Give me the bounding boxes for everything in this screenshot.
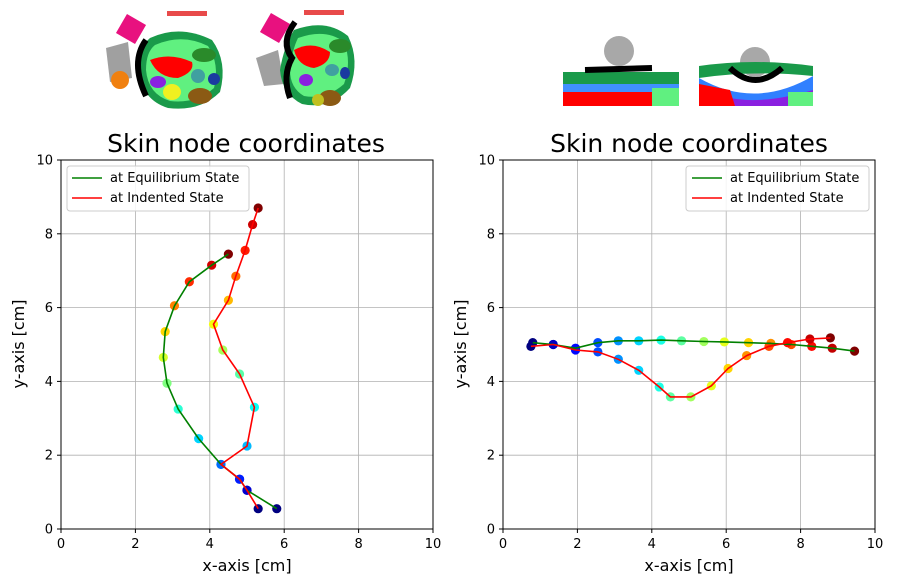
chart-left-title: Skin node coordinates xyxy=(107,129,385,158)
x-tick-label: 2 xyxy=(573,537,581,552)
chart-right-legend: at Equilibrium State at Indented State xyxy=(685,165,870,212)
skin-thumbnail-indented xyxy=(699,47,813,106)
chart-left-xlabel: x-axis [cm] xyxy=(202,556,291,575)
x-tick-label: 0 xyxy=(57,537,65,552)
y-tick-label: 2 xyxy=(45,449,53,464)
chart-right-ticks: 0 2 4 6 8 10 0 2 4 6 8 10 xyxy=(478,154,883,553)
y-tick-label: 10 xyxy=(478,154,495,169)
chart-left-series xyxy=(158,203,282,514)
chart-left: Skin node coordinates 0 2 4 6 8 10 0 2 4 6 8 10 x-a… xyxy=(9,129,441,575)
series-line-indented xyxy=(212,207,259,510)
chart-left-ticks: 0 2 4 6 8 10 0 2 4 6 8 10 xyxy=(36,154,441,553)
y-tick-label: 0 xyxy=(487,523,495,538)
data-point-indented xyxy=(526,341,536,351)
chart-right-frame xyxy=(502,159,876,530)
data-point-equilibrium xyxy=(849,346,860,356)
x-tick-label: 10 xyxy=(425,537,442,552)
legend-label-equilibrium: at Equilibrium State xyxy=(110,171,239,186)
chart-right: Skin node coordinates 0 2 4 6 8 10 0 2 4 6 8 10 x-a… xyxy=(451,129,883,575)
chart-right-grid xyxy=(502,159,876,530)
chart-right-title: Skin node coordinates xyxy=(550,129,828,158)
y-tick-label: 4 xyxy=(45,375,53,390)
chart-left-grid xyxy=(60,159,434,530)
legend-label-indented: at Indented State xyxy=(110,191,224,206)
y-tick-label: 8 xyxy=(45,227,53,242)
y-tick-label: 10 xyxy=(36,154,53,169)
cross-section-thumbnail-indented xyxy=(256,10,355,106)
legend-label-indented: at Indented State xyxy=(730,191,844,206)
chart-right-series xyxy=(526,333,860,402)
chart-right-xlabel: x-axis [cm] xyxy=(644,556,733,575)
cross-section-thumbnail-equilibrium xyxy=(106,11,223,109)
chart-left-legend: at Equilibrium State at Indented State xyxy=(66,165,250,212)
series-line-indented xyxy=(530,337,831,398)
y-tick-label: 8 xyxy=(487,227,495,242)
skin-thumbnail-equilibrium xyxy=(563,36,679,106)
x-tick-label: 8 xyxy=(796,537,804,552)
x-tick-label: 4 xyxy=(206,537,214,552)
y-tick-label: 2 xyxy=(487,449,495,464)
chart-left-ylabel: y-axis [cm] xyxy=(9,300,28,389)
x-tick-label: 2 xyxy=(131,537,139,552)
legend-label-equilibrium: at Equilibrium State xyxy=(730,171,859,186)
chart-right-ylabel: y-axis [cm] xyxy=(451,300,470,389)
legend-box xyxy=(66,165,250,212)
y-tick-label: 4 xyxy=(487,375,495,390)
chart-left-frame xyxy=(60,159,434,530)
legend-box xyxy=(685,165,870,212)
x-tick-label: 8 xyxy=(354,537,362,552)
series-line-equilibrium xyxy=(532,339,855,352)
x-tick-label: 0 xyxy=(499,537,507,552)
x-tick-label: 10 xyxy=(867,537,884,552)
data-point-indented xyxy=(253,203,263,213)
y-tick-label: 6 xyxy=(487,301,495,316)
y-tick-label: 6 xyxy=(45,301,53,316)
y-tick-label: 0 xyxy=(45,523,53,538)
x-tick-label: 6 xyxy=(722,537,730,552)
data-point-equilibrium xyxy=(223,249,233,259)
x-tick-label: 4 xyxy=(648,537,656,552)
x-tick-label: 6 xyxy=(280,537,288,552)
